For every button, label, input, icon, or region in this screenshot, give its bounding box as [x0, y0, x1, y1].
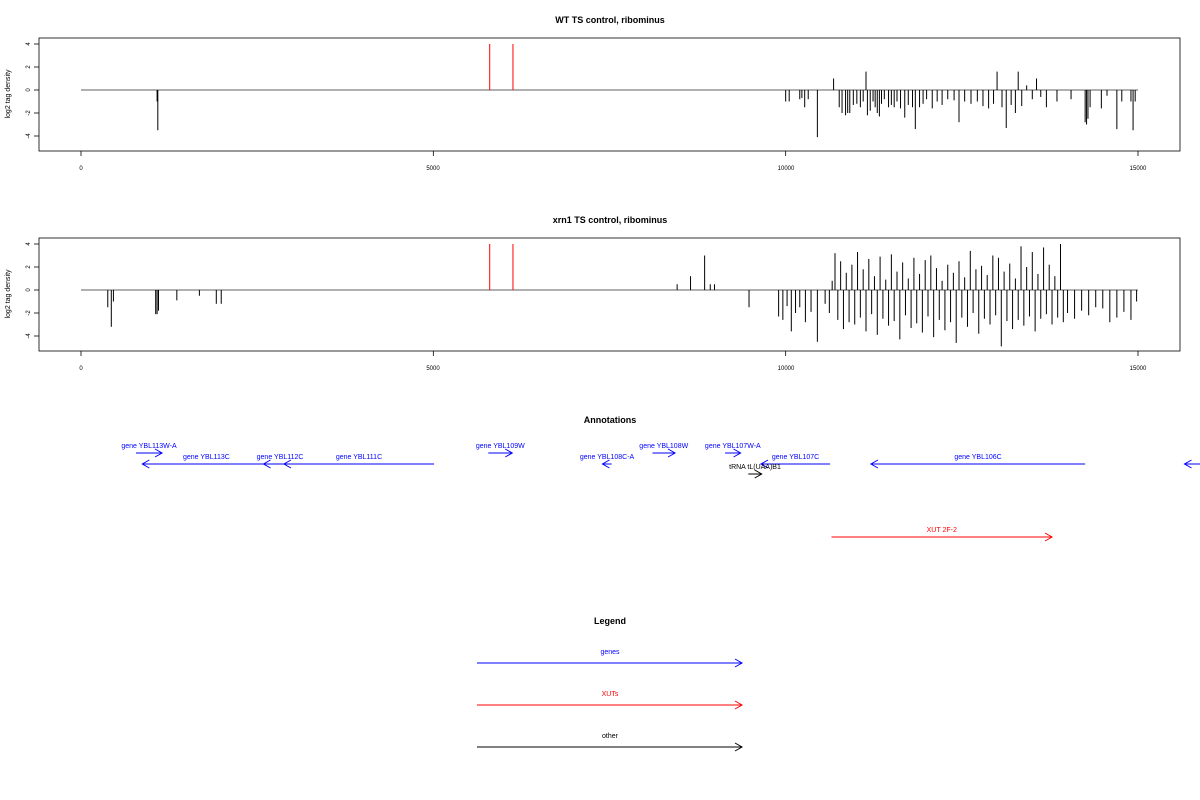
feature-gene: gene YBL106C — [869, 454, 1086, 469]
legend-item-xuts: XUTs — [477, 691, 744, 710]
feature-gene: gene YBL109W — [476, 443, 525, 458]
feature-label: gene YBL113W-A — [121, 443, 177, 450]
legend: Legend genes XUTs other — [477, 616, 744, 752]
y-tick-label: -4 — [26, 333, 32, 339]
feature-label: XUT 2F-2 — [927, 527, 957, 534]
panel-title: WT TS control, ribominus — [555, 15, 665, 25]
y-tick-label: 4 — [26, 242, 32, 246]
feature-gene: gene YBL113C — [141, 454, 271, 469]
x-tick-label: 5000 — [426, 366, 440, 372]
arrowhead — [262, 459, 271, 469]
y-tick-label: 4 — [26, 42, 32, 46]
y-axis-label: log2 tag density — [5, 69, 12, 119]
feature-gene: gene YBL107W-A — [705, 443, 761, 458]
feature-gene: gene YBL112C — [257, 454, 304, 469]
feature-label: gene YBL111C — [336, 454, 382, 461]
feature-label: gene YBL108C-A — [580, 454, 635, 461]
arrowhead — [601, 459, 610, 469]
feature-gene: gene YBL108C-A — [580, 454, 635, 469]
x-tick-label: 0 — [79, 166, 83, 172]
x-tick-label: 10000 — [778, 366, 795, 372]
y-tick-label: 0 — [26, 88, 32, 92]
legend-title: Legend — [594, 616, 626, 626]
arrowhead — [733, 448, 742, 458]
feature-gene: gene YBL113W-A — [121, 443, 177, 458]
feature-label: gene YBL113C — [183, 454, 230, 461]
x-tick-label: 15000 — [1130, 166, 1147, 172]
arrowhead — [1044, 532, 1054, 542]
feature-label: gene YBL108W — [639, 443, 688, 450]
feature-label: gene YBL107W-A — [705, 443, 761, 450]
x-tick-label: 0 — [79, 366, 83, 372]
plot-frame — [38, 37, 1181, 152]
y-tick-label: 2 — [26, 65, 32, 69]
y-tick-labels: 4 2 0 -2 -4 — [26, 242, 32, 339]
legend-label: genes — [600, 649, 620, 656]
feature-label: gene YBL107C — [772, 454, 819, 461]
panel-title: xrn1 TS control, ribominus — [553, 215, 668, 225]
feature-gene: gene YBL111C — [282, 454, 435, 469]
track-panel-wt: WT TS control, ribominus log2 tag densit… — [5, 15, 1181, 172]
y-tick-label: 0 — [26, 288, 32, 292]
legend-label: XUTs — [602, 691, 619, 698]
x-tick-label: 15000 — [1130, 366, 1147, 372]
feature-gene: gene YBL107C — [759, 454, 831, 469]
x-tick-labels: 0 5000 10000 15000 — [79, 166, 1147, 172]
y-tick-label: 2 — [26, 265, 32, 269]
arrowhead — [734, 658, 744, 668]
x-tick-label: 10000 — [778, 166, 795, 172]
y-tick-label: -4 — [26, 133, 32, 139]
feature-label: gene YBL106C — [954, 454, 1001, 461]
arrowhead — [505, 448, 514, 458]
feature-label: gene YBL109W — [476, 443, 525, 450]
legend-item-genes: genes — [477, 649, 744, 668]
arrowhead — [667, 448, 677, 458]
plot-frame — [38, 237, 1181, 352]
feature-gene: gene YBL108W — [639, 443, 689, 458]
arrowhead — [282, 459, 292, 469]
x-tick-label: 5000 — [426, 166, 440, 172]
y-tick-label: -2 — [26, 310, 32, 316]
feature-other: tRNA tL(UAA)B1 — [729, 464, 781, 479]
y-axis-label: log2 tag density — [5, 269, 12, 319]
feature-label: tRNA tL(UAA)B1 — [729, 464, 781, 471]
feature-gene — [1183, 459, 1200, 469]
feature-label: gene YBL112C — [257, 454, 304, 461]
feature-xut: XUT 2F-2 — [831, 527, 1054, 542]
y-tick-labels: 4 2 0 -2 -4 — [26, 42, 32, 139]
legend-label: other — [602, 733, 619, 740]
annotations-title: Annotations — [584, 415, 637, 425]
arrowhead — [754, 469, 763, 479]
y-tick-label: -2 — [26, 110, 32, 116]
arrowhead — [141, 459, 150, 469]
arrowhead — [154, 448, 164, 458]
x-tick-labels: 0 5000 10000 15000 — [79, 366, 1147, 372]
legend-item-other: other — [477, 733, 744, 752]
arrowhead — [734, 742, 744, 752]
arrowhead — [734, 700, 744, 710]
arrowhead — [869, 459, 879, 469]
annotations-track: Annotations gene YBL113W-A gene YBL113C ge… — [121, 415, 1200, 542]
arrowhead — [759, 459, 769, 469]
arrowhead — [1183, 459, 1192, 469]
track-panel-xrn1: xrn1 TS control, ribominus log2 tag dens… — [5, 215, 1181, 372]
